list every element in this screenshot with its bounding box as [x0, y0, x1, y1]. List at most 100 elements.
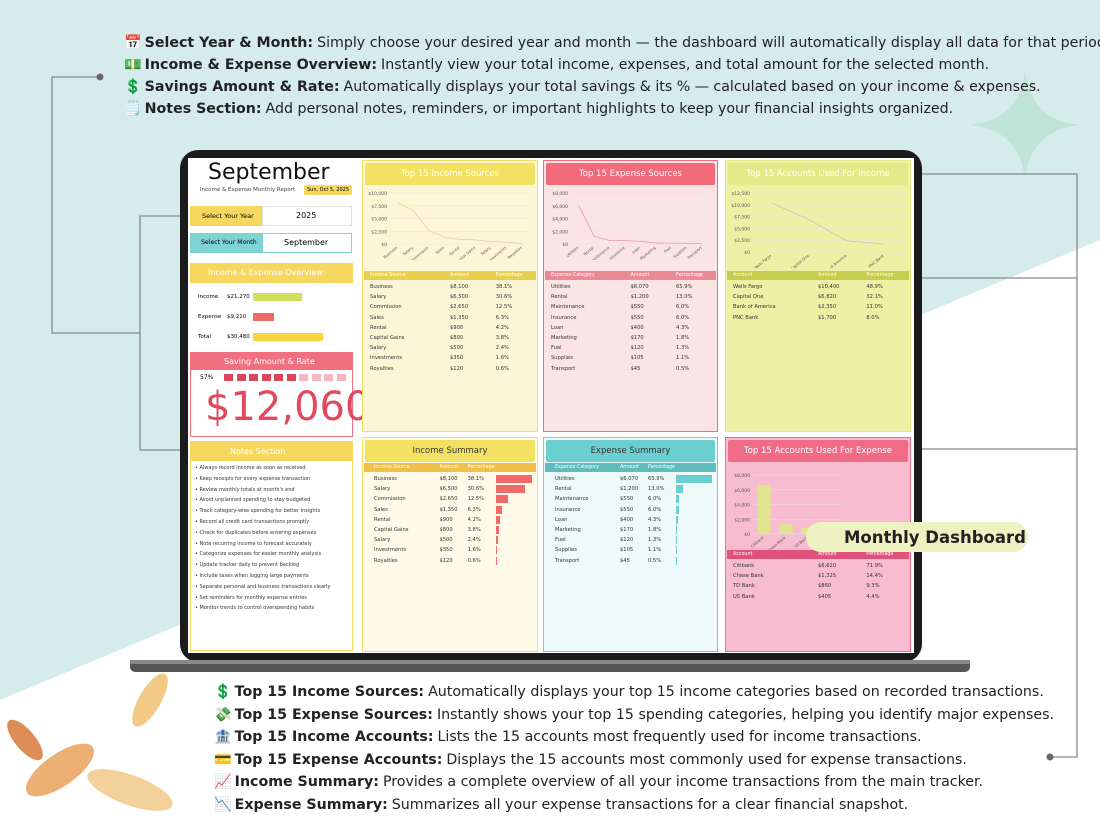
month-value: September	[284, 238, 329, 247]
row-share: 13.0%	[648, 486, 665, 493]
row-name: Salary	[374, 486, 391, 493]
row-share: 30.6%	[495, 294, 513, 301]
summary-bar	[495, 546, 498, 555]
feature-icon: 💳	[214, 751, 232, 768]
table-header-cell: Expense Category	[555, 465, 599, 470]
feature-icon: 📅	[124, 35, 142, 51]
feature-line: 💲 Top 15 Income Sources: Automatically dis…	[214, 684, 1044, 700]
y-tick-label: $8,000	[552, 191, 568, 197]
row-amount: $800	[450, 335, 464, 341]
row-share: 0.5%	[648, 557, 662, 564]
x-tick-label: Citibank	[749, 534, 765, 548]
summary-bar	[676, 546, 677, 555]
note-item: • Include taxes when logging large payme…	[195, 573, 309, 579]
table-header	[545, 463, 716, 472]
month-title: September	[208, 160, 330, 185]
row-name: Citibank	[733, 563, 755, 569]
row-name: Rental	[374, 516, 391, 523]
row-amount: $120	[620, 537, 634, 544]
feature-title: Top 15 Expense Sources:	[234, 706, 433, 723]
row-share: 6.0%	[648, 496, 662, 503]
table-header-cell: Amount	[818, 552, 837, 557]
row-name: Insurance	[555, 506, 581, 513]
summary-bar	[676, 505, 680, 514]
row-name: Salary	[370, 345, 387, 352]
x-tick-label: Bank of America	[820, 253, 847, 268]
x-tick-label: Marketing	[639, 245, 657, 260]
row-amount: $900	[439, 516, 453, 523]
row-share: 0.6%	[495, 365, 509, 372]
row-name: Rental	[551, 294, 568, 301]
row-share: 13.0%	[676, 294, 693, 301]
row-amount: $2,350	[818, 304, 837, 311]
row-amount: $1,350	[439, 506, 458, 513]
row-name: Salary	[374, 537, 391, 544]
table-header-cell: Income Source	[370, 273, 406, 278]
note-item: • Always record income as soon as receiv…	[195, 465, 306, 471]
row-share: 14.4%	[866, 573, 883, 580]
y-tick-label: $6,000	[552, 204, 568, 210]
row-amount: $400	[630, 324, 644, 331]
feature-text: Automatically displays your top 15 incom…	[428, 684, 1044, 700]
overview-amount: $30,480	[227, 334, 250, 340]
row-share: 38.1%	[467, 476, 485, 482]
panel-title: Income Summary	[412, 446, 488, 456]
y-tick-label: $5,000	[371, 217, 387, 223]
summary-bar	[676, 475, 712, 483]
x-tick-label: Royalties	[506, 245, 522, 260]
panel-head	[365, 440, 535, 462]
overview-head	[190, 263, 353, 283]
feature-icon: 🗒️	[124, 101, 142, 117]
month-label-box	[190, 233, 262, 253]
feature-text: Add personal notes, reminders, or import…	[265, 101, 954, 117]
feature-line: 💵 Income & Expense Overview: Instantly vie…	[124, 57, 989, 73]
feature-line: 📈 Income Summary: Provides a complete over…	[214, 774, 983, 790]
row-share: 6.0%	[648, 506, 662, 513]
y-tick-label: $10,000	[368, 191, 387, 197]
note-item: • Separate personal and business transac…	[195, 583, 331, 590]
y-tick-label: $2,000	[552, 229, 568, 235]
y-tick-label: $7,500	[371, 204, 387, 210]
feature-text: Displays the 15 accounts most commonly u…	[446, 751, 967, 768]
feature-line: 💸 Top 15 Expense Sources: Instantly shows …	[214, 707, 1054, 723]
rate-square	[249, 374, 258, 381]
row-share: 12.5%	[467, 496, 485, 503]
summary-bar	[676, 515, 679, 524]
y-tick-label: $8,000	[734, 473, 750, 479]
feature-title: Income Summary:	[234, 774, 379, 791]
summary-bar	[676, 485, 684, 494]
note-item: • Check for duplicates before entering e…	[195, 529, 317, 536]
panel	[725, 160, 911, 432]
row-name: Maintenance	[555, 496, 589, 503]
note-item: • Avoid unplanned spending to stay budge…	[195, 497, 311, 504]
row-name: Utilities	[555, 476, 575, 482]
row-name: Marketing	[555, 527, 581, 533]
row-amount: $500	[439, 537, 453, 544]
feature-line: 📉 Expense Summary: Summarizes all your exp…	[214, 797, 908, 813]
panel-head	[546, 163, 715, 185]
row-name: Sales	[374, 506, 388, 513]
year-label-box	[190, 206, 262, 226]
feature-icon: 💲	[214, 684, 232, 700]
row-share: 4.3%	[676, 324, 690, 331]
summary-bar	[676, 526, 677, 534]
row-name: Sales	[370, 314, 384, 321]
table-header-cell: Percentage	[495, 273, 523, 278]
row-name: Capital Gains	[370, 335, 405, 341]
row-share: 6.3%	[495, 314, 509, 321]
row-amount: $8,100	[439, 476, 458, 482]
row-amount: $1,200	[630, 294, 649, 301]
row-name: Capital Gains	[374, 527, 409, 533]
row-amount: $6,070	[620, 476, 639, 482]
row-share: 32.1%	[866, 294, 883, 301]
feature-title: Savings Amount & Rate:	[144, 79, 340, 95]
feature-text: Provides a complete overview of all your…	[382, 774, 984, 791]
row-share: 4.2%	[467, 516, 481, 523]
row-amount: $170	[630, 335, 644, 341]
y-tick-label: $6,000	[734, 488, 750, 494]
y-tick-label: $2,500	[734, 238, 750, 244]
y-tick-label: $12,500	[731, 191, 750, 197]
saving-amount: $12,060	[205, 384, 371, 430]
row-amount: $350	[450, 355, 464, 362]
table-header-cell: Amount	[450, 273, 469, 278]
